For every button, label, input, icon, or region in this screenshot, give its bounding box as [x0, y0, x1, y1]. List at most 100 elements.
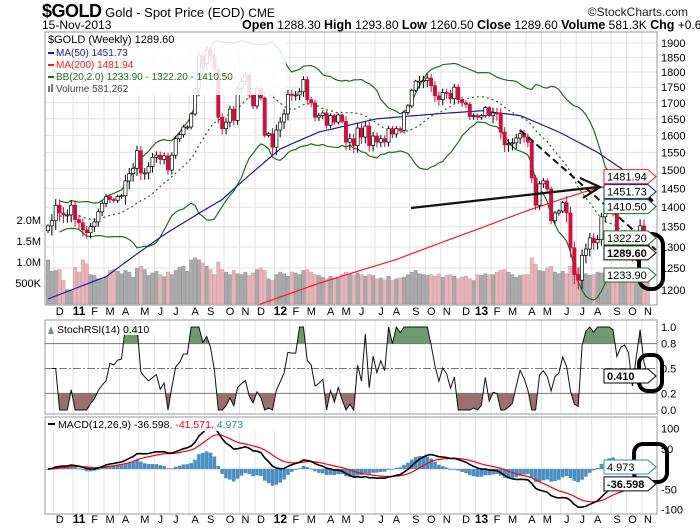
candles	[46, 45, 650, 290]
volume-bar	[583, 273, 588, 305]
legend-macd: MACD(12,26,9) -36.598, -41.571, 4.973	[46, 418, 286, 431]
volume-bar	[456, 278, 461, 305]
x-tick-label: J	[359, 306, 365, 318]
volume-bar	[309, 271, 314, 305]
macd-histogram-bar	[69, 466, 74, 469]
macd-histogram-bar	[537, 469, 542, 482]
macd-histogram-bar	[266, 469, 271, 484]
macd-histogram-bar	[193, 459, 197, 469]
volume-bar	[216, 261, 221, 305]
volume-bar	[355, 272, 360, 305]
macd-histogram-bar	[394, 467, 399, 469]
volume-bar	[340, 274, 345, 305]
candle-body	[154, 154, 159, 158]
candle-body	[53, 204, 58, 222]
macd-tick-label: 100	[661, 424, 679, 436]
volume-bar	[251, 272, 256, 305]
price-tick-label: 1250	[661, 263, 685, 275]
x-tick-label: F	[494, 514, 501, 526]
macd-histogram-bar	[502, 469, 507, 478]
macd-histogram-bar	[591, 469, 596, 471]
candle-body	[417, 80, 422, 83]
macd-histogram-bar	[545, 469, 550, 480]
volume-bar	[529, 257, 534, 305]
x-tick-label: O	[226, 514, 235, 526]
volume-bar	[166, 271, 170, 305]
macd-histogram-bar	[406, 462, 410, 469]
macd-histogram-bar	[108, 465, 112, 469]
macd-histogram-bar	[379, 469, 383, 472]
macd-histogram-bar	[390, 468, 395, 470]
macd-histogram-bar	[131, 461, 135, 469]
price-tick-label: 1450	[661, 183, 685, 195]
macd-histogram-bar	[448, 469, 453, 470]
volume-bar	[107, 270, 112, 305]
macd-histogram-bar	[235, 469, 240, 479]
macd-histogram-bar	[348, 469, 352, 477]
candle-body	[344, 121, 348, 143]
volume-bar	[285, 276, 290, 305]
candle-body	[119, 195, 124, 198]
volume-bar	[378, 277, 383, 305]
macd-histogram-bar	[185, 464, 190, 469]
macd-histogram-bar	[363, 469, 368, 474]
price-tag-label: 1451.73	[607, 187, 647, 199]
bb-middle-line	[59, 91, 648, 241]
volume-bar	[553, 271, 557, 305]
legend-stoch: StochRSI(14) 0.410	[46, 322, 166, 336]
candle-body	[371, 135, 376, 146]
candle-body	[378, 138, 383, 143]
candle-body	[545, 180, 550, 190]
exchange: CME	[248, 6, 275, 20]
price-tag	[603, 267, 657, 283]
macd-histogram-bar	[375, 469, 379, 473]
macd-histogram-bar	[224, 469, 228, 479]
volume-bar	[200, 262, 205, 305]
macd-histogram-bar	[259, 469, 263, 476]
legend-hist-value: , 4.973	[211, 419, 243, 431]
macd-histogram-bar	[278, 469, 282, 483]
x-tick-label: M	[105, 514, 114, 526]
macd-hist-tag-label: 4.973	[607, 462, 635, 474]
macd-histogram-bar	[65, 466, 70, 469]
macd-histogram-bar	[351, 469, 356, 478]
volume-label: Volume	[561, 18, 606, 32]
volume-bar	[177, 266, 182, 305]
macd-histogram-bar	[595, 467, 600, 469]
candle-body	[332, 115, 337, 123]
macd-tick-label: -50	[661, 484, 677, 496]
candle-body	[324, 112, 329, 126]
x-tick-label: A	[192, 514, 200, 526]
volume-bar	[642, 278, 646, 305]
candle-body	[123, 180, 128, 197]
candle-body	[177, 134, 182, 140]
volume-bar	[255, 269, 259, 305]
x-tick-label: S	[207, 306, 214, 318]
volume-bar	[104, 276, 108, 305]
macd-histogram-bar	[584, 469, 588, 477]
pane-frame	[44, 416, 658, 515]
volume-tick-label: 500K	[15, 278, 41, 290]
x-tick-label: D	[462, 514, 470, 526]
volume-bar	[162, 276, 167, 305]
legend-ma50: MA(50) 1451.73	[56, 48, 128, 59]
arrow-line	[410, 185, 599, 210]
macd-histogram-bar	[247, 469, 252, 475]
volume-bar	[514, 276, 519, 305]
copyright: ©StockCharts.com	[587, 5, 688, 19]
macd-histogram-bar	[243, 469, 248, 474]
legend-price: $GOLD (Weekly) 1289.60 MA(50) 1451.73 MA…	[46, 33, 286, 95]
macd-histogram-bar	[320, 469, 325, 474]
close-value: 1289.60	[514, 18, 558, 32]
volume-bar	[324, 278, 329, 305]
x-tick-label: S	[207, 514, 214, 526]
macd-histogram-bar	[328, 469, 333, 475]
macd-histogram-bar	[402, 464, 406, 469]
macd-histogram-bar	[286, 469, 290, 475]
x-tick-label: S	[613, 306, 620, 318]
chart-header: $GOLD Gold - Spot Price (EOD) CME	[42, 1, 275, 22]
stoch-overbought-fill	[123, 327, 642, 344]
candle-body	[100, 202, 105, 213]
macd-histogram-bar	[228, 469, 232, 480]
